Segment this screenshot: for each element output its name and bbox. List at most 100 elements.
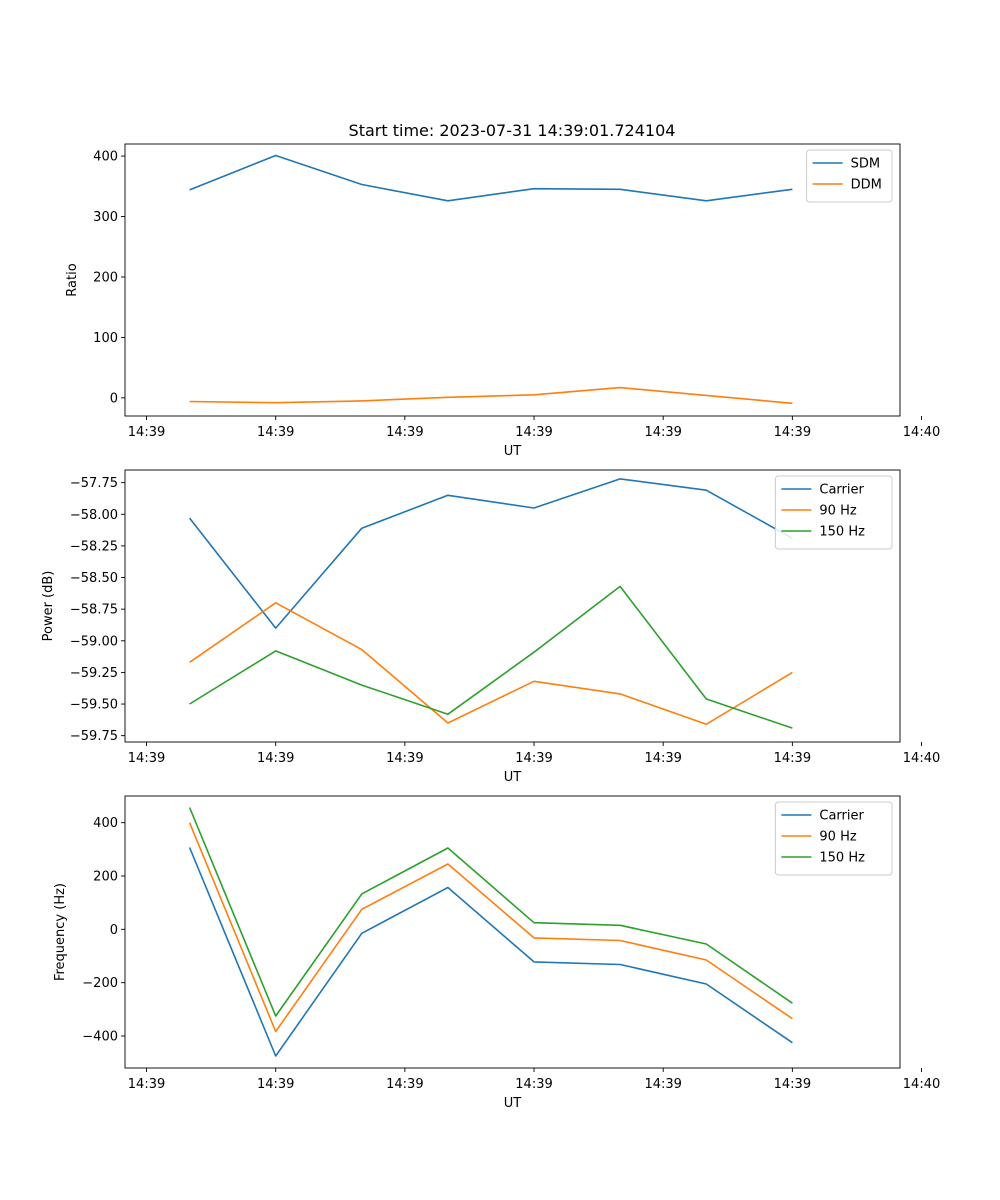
x-tick-label: 14:39 — [257, 751, 294, 766]
legend-label-sdm: SDM — [851, 157, 880, 172]
legend-label-ddm: DDM — [851, 178, 882, 193]
y-tick-label: −59.00 — [70, 634, 118, 649]
y-tick-label: −59.75 — [70, 729, 118, 744]
series-line-carrier — [188, 847, 793, 1057]
y-tick-label: 400 — [93, 150, 118, 165]
data-point — [618, 938, 623, 943]
data-point — [359, 647, 364, 652]
data-point — [704, 198, 709, 203]
x-axis-label: UT — [504, 1096, 522, 1111]
y-tick-label: −59.25 — [70, 666, 118, 681]
data-point — [618, 187, 623, 192]
x-tick-label: 14:39 — [128, 751, 165, 766]
data-point — [704, 488, 709, 493]
axes-frame — [124, 795, 901, 1069]
data-point — [790, 1016, 795, 1021]
data-point — [704, 982, 709, 987]
data-point — [359, 182, 364, 187]
y-tick-label: −58.00 — [70, 508, 118, 523]
data-point — [704, 942, 709, 947]
y-tick-label: 0 — [110, 391, 118, 406]
legend-label-150-hz: 150 Hz — [819, 525, 865, 540]
data-point — [273, 400, 278, 405]
data-point — [359, 398, 364, 403]
data-point — [445, 885, 450, 890]
data-point — [532, 679, 537, 684]
data-point — [273, 626, 278, 631]
y-axis-label: Frequency (Hz) — [53, 883, 68, 981]
axes-frame — [124, 469, 901, 743]
data-point — [273, 648, 278, 653]
data-point — [273, 1014, 278, 1019]
data-point — [532, 920, 537, 925]
subplots: 0 100 200 300 400 14:39 14:39 14:39 14:39 14:39 14… — [41, 143, 940, 1111]
subplot-3: −400 −200 0 200 400 14:39 14:39 14:39 14:39 14:39… — [53, 795, 940, 1111]
y-tick-label: −59.50 — [70, 698, 118, 713]
series-line-90-hz — [189, 601, 793, 726]
series-line-150-hz — [188, 807, 793, 1017]
x-tick-label: 14:39 — [644, 425, 681, 440]
x-tick-label: 14:39 — [774, 425, 811, 440]
y-tick-label: 400 — [93, 816, 118, 831]
data-point — [704, 697, 709, 702]
axes-frame — [124, 143, 901, 417]
data-point — [187, 805, 192, 810]
legend: SDM DDM — [806, 149, 893, 203]
legend-label-carrier: Carrier — [819, 809, 864, 824]
x-tick-label: 14:39 — [774, 1077, 811, 1092]
data-point — [532, 935, 537, 940]
legend-label-90-hz: 90 Hz — [819, 830, 856, 845]
subplot-2: −59.75 −59.50 −59.25 −59.00 −58.75 −58.50 −58.… — [41, 469, 940, 785]
data-point — [445, 721, 450, 726]
data-point — [704, 393, 709, 398]
series-line-150-hz — [189, 585, 793, 729]
x-tick-label: 14:39 — [515, 425, 552, 440]
data-point — [790, 401, 795, 406]
data-point — [445, 712, 450, 717]
data-point — [187, 187, 192, 192]
x-tick-label: 14:40 — [903, 751, 940, 766]
x-tick-label: 14:39 — [257, 1077, 294, 1092]
data-point — [618, 923, 623, 928]
data-point — [359, 891, 364, 896]
data-point — [359, 931, 364, 936]
y-axis-label: Ratio — [65, 263, 80, 296]
x-tick-label: 14:40 — [903, 425, 940, 440]
data-point — [359, 683, 364, 688]
data-point — [790, 670, 795, 675]
y-tick-label: −400 — [82, 1030, 118, 1045]
y-axis-label: Power (dB) — [41, 571, 56, 642]
data-point — [790, 187, 795, 192]
data-point — [618, 385, 623, 390]
legend: Carrier 90 Hz 150 Hz — [774, 801, 893, 876]
data-point — [445, 395, 450, 400]
data-point — [187, 845, 192, 850]
legend: Carrier 90 Hz 150 Hz — [774, 475, 893, 550]
data-point — [187, 660, 192, 665]
x-tick-label: 14:39 — [515, 1077, 552, 1092]
data-point — [273, 600, 278, 605]
data-point — [618, 584, 623, 589]
x-axis-label: UT — [504, 444, 522, 459]
data-point — [704, 958, 709, 963]
y-tick-label: −58.25 — [70, 539, 118, 554]
data-point — [618, 962, 623, 967]
x-tick-label: 14:39 — [386, 1077, 423, 1092]
series-line-sdm — [189, 154, 793, 202]
data-point — [532, 186, 537, 191]
figure-title: Start time: 2023-07-31 14:39:01.724104 — [349, 121, 676, 140]
x-tick-label: 14:40 — [903, 1077, 940, 1092]
legend-label-carrier: Carrier — [819, 483, 864, 498]
data-point — [273, 1029, 278, 1034]
data-point — [790, 1001, 795, 1006]
data-point — [532, 392, 537, 397]
data-point — [790, 726, 795, 731]
x-tick-label: 14:39 — [515, 751, 552, 766]
data-point — [359, 907, 364, 912]
y-tick-label: −57.75 — [70, 476, 118, 491]
y-tick-label: 300 — [93, 210, 118, 225]
data-point — [445, 846, 450, 851]
series-line-90-hz — [188, 822, 793, 1033]
data-point — [445, 198, 450, 203]
